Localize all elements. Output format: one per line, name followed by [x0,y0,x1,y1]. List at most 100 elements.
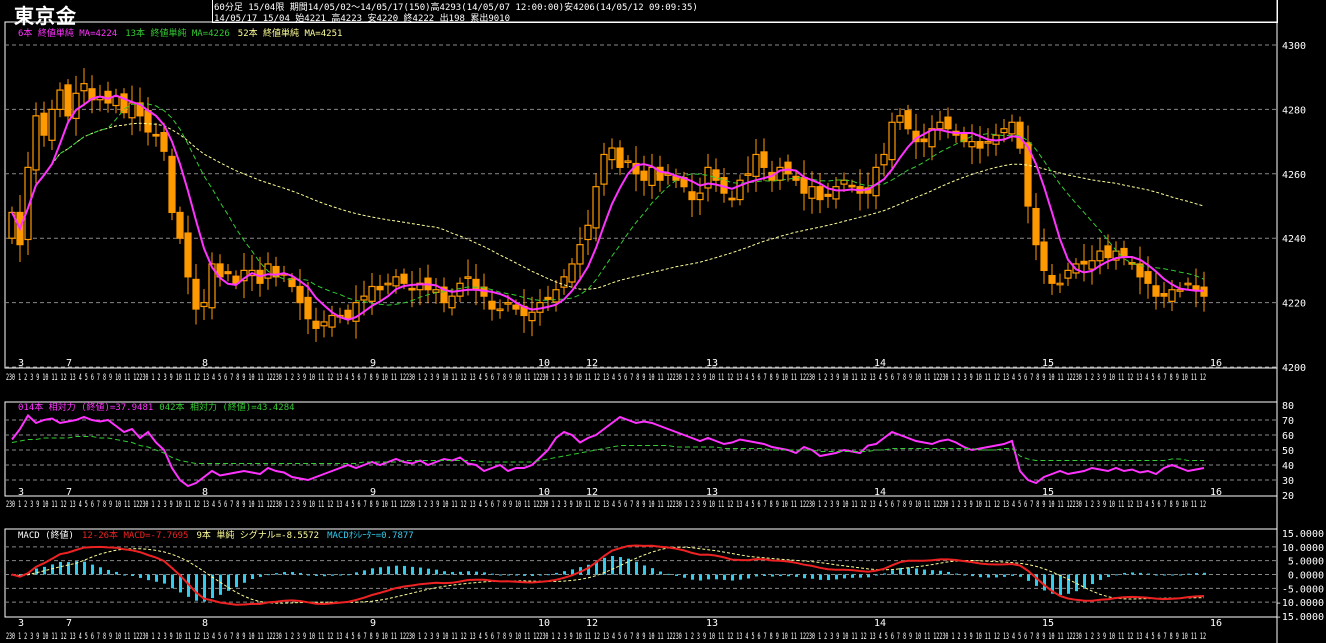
macd-oscillator-bar [107,569,110,575]
candle-body [168,155,176,214]
macd-oscillator-bar [635,561,638,575]
candle-body [24,166,32,241]
macd-oscillator-bar [531,574,534,576]
macd-oscillator-bar [459,571,462,575]
rsi-tick-label: 40 [1282,461,1294,472]
macd-oscillator-bar [499,574,502,576]
macd-oscillator-bar [315,574,318,576]
macd-oscillator-bar [643,565,646,575]
candle-body [776,166,784,181]
candle-body [600,153,608,185]
rsi-date-label: 7 [66,487,72,498]
candle-body [744,173,752,176]
macd-oscillator-bar [963,574,966,576]
candle-body [136,102,144,117]
macd-oscillator-bar [99,567,102,575]
candle-body [192,278,200,310]
macd-oscillator-bar [43,566,46,575]
candle-body [496,308,504,312]
rsi14-line [11,413,1205,488]
candle-body [152,133,160,137]
candle-body [304,296,312,320]
rsi-date-label: 13 [706,487,718,498]
price-legend-label: 13本 終値単純 MA=4226 [125,27,230,39]
candle-body [712,169,720,181]
price-tick-label: 4200 [1282,363,1306,374]
macd-oscillator-bar [523,574,526,576]
macd-oscillator-bar [123,574,126,576]
macd-oscillator-bar [451,572,454,575]
macd-oscillator-bar [323,574,326,577]
candle-body [392,276,400,287]
hour-tick-strip: 230 1 2 3 9 10 11 12 13 4 5 6 7 8 9 10 1… [6,373,1206,383]
macd-oscillator-bar [587,564,590,575]
candle-body [1096,250,1104,262]
candle-body [448,295,456,309]
macd-date-label: 10 [538,618,550,629]
candle-body [872,166,880,197]
macd-legend-label: MACD (終値) [18,529,74,541]
price-date-label: 9 [370,358,376,369]
macd-oscillator-bar [435,569,438,575]
macd-oscillator-bar [707,574,710,580]
macd-oscillator-bar [131,574,134,576]
macd-oscillator-bar [1139,572,1142,575]
candle-body [232,275,240,284]
macd-oscillator-bar [1195,573,1198,575]
macd-oscillator-bar [251,574,254,580]
candle-body [792,175,800,181]
macd-oscillator-bar [83,561,86,575]
candle-body [728,197,736,201]
macd-tick-label: -15.0000 [1276,612,1324,623]
candle-body [1032,207,1040,246]
macd-oscillator-bar [475,571,478,575]
candle-body [512,304,520,310]
rsi-legend-label: 014本 相対力 (終値)=37.9481 [18,401,153,413]
candle-body [896,115,904,123]
candle-body [688,191,696,201]
macd-oscillator-bar [899,567,902,575]
candle-body [1192,285,1200,291]
candle-body [904,110,912,130]
macd-oscillator-bar [235,574,238,588]
rsi-date-label: 15 [1042,487,1054,498]
macd-oscillator-bar [539,574,542,576]
macd-oscillator-bar [195,574,198,601]
macd-oscillator-bar [555,572,558,575]
macd-oscillator-bar [931,570,934,575]
candle-body [344,309,352,320]
rsi-tick-label: 80 [1282,401,1294,412]
macd-oscillator-bar [995,574,998,578]
price-date-label: 10 [538,358,550,369]
macd-oscillator-bar [339,574,342,576]
macd-oscillator-bar [267,574,270,576]
candle-body [736,179,744,201]
macd-tick-label: 15.0000 [1282,529,1324,540]
macd-oscillator-bar [1099,574,1102,580]
rsi-date-label: 12 [586,487,598,498]
rsi-tick-label: 60 [1282,431,1294,442]
macd-oscillator-bar [147,574,150,581]
rsi-panel-frame [4,401,1278,497]
macd-oscillator-bar [851,574,854,578]
macd-oscillator-bar [283,572,286,575]
macd-panel-frame [4,528,1278,618]
rsi-date-label: 16 [1210,487,1222,498]
macd-oscillator-bar [1187,573,1190,575]
macd-signal-line [11,546,1205,604]
candle-body [648,166,656,186]
macd-oscillator-bar [691,574,694,580]
candle-body [1056,282,1064,286]
macd-tick-label: 10.0000 [1282,543,1324,554]
rsi-legend-label: 042本 相対力 (終値)=43.4284 [159,401,294,413]
candle-body [616,147,624,168]
candle-body [112,95,120,107]
candle-body [552,289,560,303]
candle-body [1152,285,1160,297]
instrument-title: 東京金 [14,4,77,28]
macd-oscillator-bar [675,574,678,576]
macd-oscillator-bar [955,573,958,575]
price-tick-label: 4220 [1282,299,1306,310]
rsi-tick-label: 70 [1282,416,1294,427]
rsi-date-label: 10 [538,487,550,498]
